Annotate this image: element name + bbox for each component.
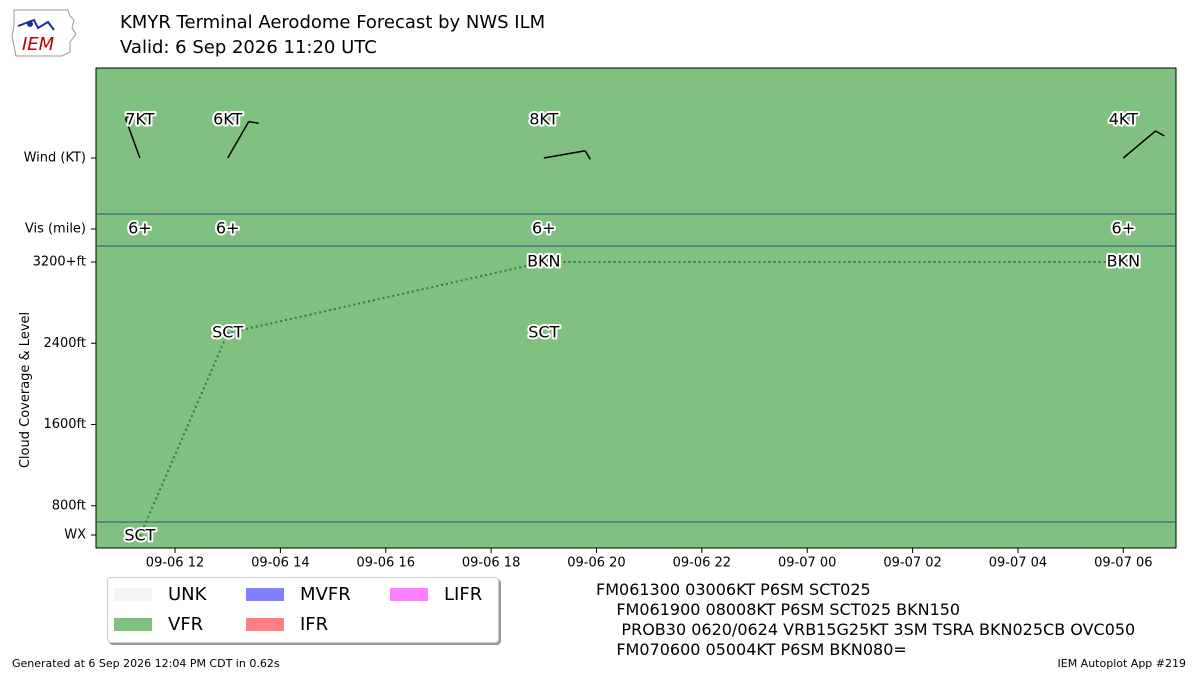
wind-barb bbox=[124, 111, 141, 159]
y-tick-label: 1600ft bbox=[43, 417, 86, 432]
iem-logo: IEM bbox=[8, 6, 80, 58]
cloud-cover-label: SCT bbox=[212, 323, 243, 342]
generated-note: Generated at 6 Sep 2026 12:04 PM CDT in … bbox=[12, 657, 280, 670]
legend-item: UNK bbox=[114, 584, 206, 605]
legend-item: IFR bbox=[246, 614, 328, 635]
wx-row-label: WX bbox=[64, 528, 86, 543]
vis-label: 6+ bbox=[1112, 219, 1136, 238]
legend-item: MVFR bbox=[246, 584, 351, 605]
legend-label: MVFR bbox=[300, 584, 351, 605]
x-tick-label: 09-06 18 bbox=[462, 556, 520, 571]
wind-label: 7KT bbox=[125, 110, 154, 129]
x-tick-label: 09-07 00 bbox=[778, 556, 836, 571]
wind-barb bbox=[227, 120, 259, 159]
wind-row-label: Wind (KT) bbox=[24, 151, 86, 166]
wind-label: 8KT bbox=[529, 110, 558, 129]
chart-title: KMYR Terminal Aerodome Forecast by NWS I… bbox=[120, 12, 546, 33]
legend-swatch bbox=[114, 618, 152, 631]
legend-swatch bbox=[114, 588, 152, 601]
legend-swatch bbox=[390, 588, 428, 601]
vis-row-label: Vis (mile) bbox=[25, 222, 86, 237]
cloud-level-line bbox=[138, 261, 1124, 537]
legend-swatch bbox=[246, 618, 284, 631]
legend-swatch bbox=[246, 588, 284, 601]
legend-label: IFR bbox=[300, 614, 329, 635]
x-tick-label: 09-06 12 bbox=[146, 556, 204, 571]
app-note: IEM Autoplot App #219 bbox=[1057, 657, 1187, 670]
x-tick-label: 09-06 16 bbox=[357, 556, 415, 571]
y-axis-label: Cloud Coverage & Level bbox=[18, 312, 33, 468]
x-tick-label: 09-06 20 bbox=[567, 556, 625, 571]
wind-barb bbox=[1122, 130, 1165, 159]
legend-label: UNK bbox=[168, 584, 207, 605]
legend-label: LIFR bbox=[444, 584, 483, 605]
taf-text: FM061300 03006KT P6SM SCT025 FM061900 08… bbox=[596, 580, 1135, 660]
y-tick-label: 800ft bbox=[52, 498, 86, 513]
chart-valid-time: Valid: 6 Sep 2026 11:20 UTC bbox=[120, 37, 377, 58]
vis-label: 6+ bbox=[128, 219, 152, 238]
vis-label: 6+ bbox=[532, 219, 556, 238]
legend: UNK MVFR LIFR VFR IFR bbox=[107, 577, 499, 643]
wind-label: 4KT bbox=[1109, 110, 1138, 129]
x-tick-label: 09-07 02 bbox=[883, 556, 941, 571]
cloud-cover-label: SCT bbox=[528, 323, 559, 342]
y-tick-label: 2400ft bbox=[43, 336, 86, 351]
taf-line: FM070600 05004KT P6SM BKN080= bbox=[596, 640, 907, 659]
legend-item: VFR bbox=[114, 614, 203, 635]
legend-item: LIFR bbox=[390, 584, 482, 605]
wind-barb bbox=[543, 149, 591, 160]
taf-line: PROB30 0620/0624 VRB15G25KT 3SM TSRA BKN… bbox=[596, 620, 1136, 639]
vis-label: 6+ bbox=[216, 219, 240, 238]
x-tick-label: 09-06 22 bbox=[673, 556, 731, 571]
logo-text: IEM bbox=[22, 34, 55, 55]
x-tick-label: 09-07 04 bbox=[989, 556, 1047, 571]
y-tick-label: 3200+ft bbox=[33, 255, 86, 270]
cloud-cover-label: BKN bbox=[1107, 252, 1140, 271]
cloud-cover-label: SCT bbox=[124, 526, 155, 545]
plot-area bbox=[95, 67, 1177, 549]
taf-line: FM061900 08008KT P6SM SCT025 BKN150 bbox=[596, 600, 961, 619]
x-tick-label: 09-07 06 bbox=[1094, 556, 1152, 571]
cloud-cover-label: BKN bbox=[527, 252, 560, 271]
taf-line: FM061300 03006KT P6SM SCT025 bbox=[596, 580, 871, 599]
legend-label: VFR bbox=[168, 614, 204, 635]
wind-label: 6KT bbox=[213, 110, 242, 129]
x-tick-label: 09-06 14 bbox=[251, 556, 309, 571]
